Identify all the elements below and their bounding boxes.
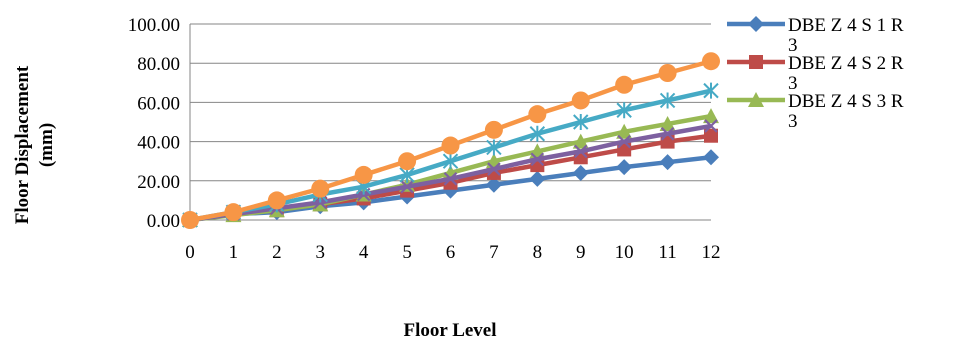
x-tick-label: 8 (533, 242, 543, 263)
y-tick-label: 80.00 (137, 54, 180, 75)
data-point (573, 114, 589, 130)
x-tick-label: 12 (702, 242, 721, 263)
data-point (442, 153, 459, 170)
legend-label: 3 (788, 111, 798, 132)
data-point (573, 144, 588, 159)
y-axis-title-line-2: (mm) (36, 123, 57, 167)
data-point (659, 92, 676, 109)
legend-label: DBE Z 4 S 3 R (788, 91, 904, 112)
data-point (616, 123, 633, 139)
data-point (572, 164, 589, 181)
data-point (703, 149, 719, 166)
data-point (704, 128, 718, 143)
series-group (181, 52, 720, 229)
y-tick-label: 20.00 (137, 172, 180, 193)
data-point (484, 120, 503, 139)
x-tick-label: 10 (615, 242, 634, 263)
data-point (659, 154, 676, 171)
data-point (530, 152, 545, 167)
x-tick-label: 1 (229, 242, 239, 263)
y-tick-label: 0.00 (147, 211, 180, 232)
data-point (487, 162, 501, 176)
legend-entry: DBE Z 4 S 1 R3 (727, 15, 904, 56)
data-point (616, 159, 633, 176)
legend-entry: DBE Z 4 S 2 R3 (727, 53, 904, 94)
legend-label: 3 (788, 73, 798, 94)
data-point (660, 126, 675, 141)
data-point (615, 75, 634, 94)
data-point (311, 179, 330, 198)
y-axis-title-line-1: Floor Displacement (12, 65, 33, 224)
legend-entry: DBE Z 4 S 3 R3 (727, 91, 904, 132)
data-point (658, 64, 677, 82)
data-point (267, 191, 286, 210)
legend-label: DBE Z 4 S 2 R (788, 53, 904, 74)
x-tick-label: 6 (446, 242, 456, 263)
data-point (703, 82, 719, 99)
data-point (572, 133, 589, 149)
data-point (617, 134, 631, 149)
data-point (659, 115, 676, 131)
data-point (702, 52, 720, 71)
data-point (528, 105, 547, 124)
data-point (224, 203, 243, 222)
x-tick-label: 7 (489, 242, 499, 263)
x-tick-label: 5 (402, 242, 412, 263)
data-point (571, 91, 590, 110)
x-tick-label: 0 (185, 242, 195, 263)
data-point (443, 172, 458, 186)
y-tick-label: 40.00 (137, 133, 180, 154)
data-point (354, 165, 373, 184)
x-tick-label: 9 (576, 242, 586, 263)
legend-marker (748, 92, 764, 107)
data-point (398, 152, 417, 171)
series-6 (181, 52, 720, 229)
data-point (529, 170, 546, 187)
x-tick-label: 4 (359, 242, 369, 263)
data-point (529, 125, 546, 142)
x-axis-title: Floor Level (403, 320, 496, 341)
data-point (441, 136, 460, 155)
data-point (704, 119, 718, 133)
y-tick-label: 60.00 (137, 93, 180, 114)
x-tick-label: 11 (658, 242, 676, 263)
legend-label: 3 (788, 35, 798, 56)
y-tick-label: 100.00 (128, 15, 180, 36)
legend-marker (748, 16, 764, 32)
data-point (616, 102, 632, 119)
x-tick-label: 3 (316, 242, 326, 263)
data-point (486, 139, 502, 156)
data-point (181, 211, 199, 229)
x-tick-label: 2 (272, 242, 282, 263)
data-point (400, 179, 414, 194)
legend-marker (749, 55, 763, 69)
data-point (703, 108, 719, 124)
y-axis-title: Floor Displacement (mm) (12, 65, 57, 224)
legend-label: DBE Z 4 S 1 R (788, 15, 904, 36)
data-point (485, 176, 502, 193)
